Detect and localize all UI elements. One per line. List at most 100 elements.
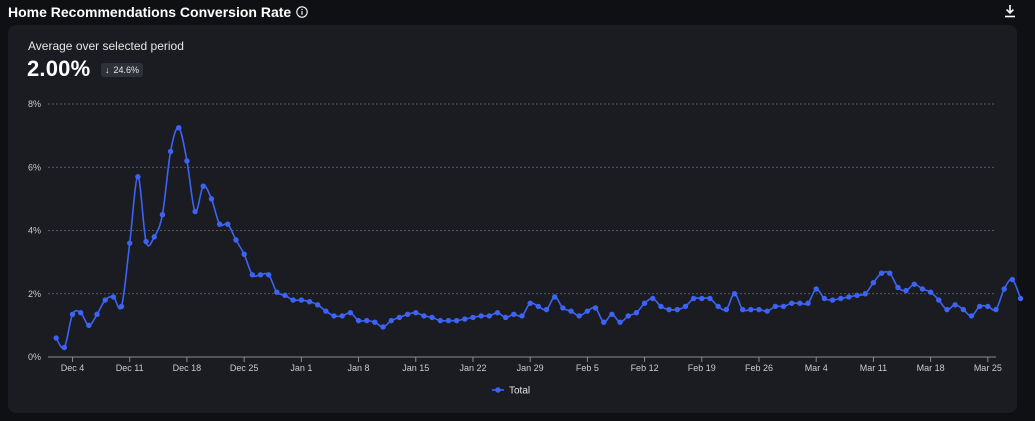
data-point[interactable]	[77, 310, 84, 316]
data-point[interactable]	[846, 294, 852, 300]
data-point[interactable]	[314, 302, 321, 308]
data-point[interactable]	[690, 295, 697, 302]
data-point[interactable]	[347, 310, 354, 316]
data-point[interactable]	[1009, 276, 1016, 283]
data-point[interactable]	[903, 287, 909, 294]
data-point[interactable]	[993, 306, 999, 313]
data-point[interactable]	[478, 313, 484, 319]
data-point[interactable]	[323, 308, 329, 314]
data-point[interactable]	[601, 319, 607, 325]
data-point[interactable]	[617, 319, 623, 325]
data-point[interactable]	[813, 286, 819, 292]
data-point[interactable]	[143, 238, 149, 245]
download-icon[interactable]	[1003, 4, 1017, 18]
data-point[interactable]	[625, 313, 631, 319]
data-point[interactable]	[666, 306, 672, 313]
data-point[interactable]	[135, 174, 141, 180]
data-point[interactable]	[968, 313, 975, 319]
data-point[interactable]	[985, 303, 991, 310]
data-point[interactable]	[167, 148, 174, 155]
data-point[interactable]	[257, 272, 264, 278]
data-point[interactable]	[731, 291, 738, 297]
data-point[interactable]	[404, 311, 411, 318]
data-point[interactable]	[102, 297, 108, 303]
data-point[interactable]	[829, 297, 836, 303]
data-point[interactable]	[298, 297, 305, 303]
data-point[interactable]	[838, 295, 844, 302]
data-point[interactable]	[895, 284, 901, 291]
data-point[interactable]	[911, 281, 917, 287]
data-point[interactable]	[339, 313, 345, 319]
data-point[interactable]	[445, 317, 452, 324]
data-point[interactable]	[772, 303, 779, 310]
data-point[interactable]	[225, 221, 231, 227]
data-point[interactable]	[364, 317, 370, 324]
data-point[interactable]	[53, 335, 59, 341]
data-point[interactable]	[429, 314, 435, 321]
data-point[interactable]	[543, 306, 550, 313]
data-point[interactable]	[715, 303, 721, 310]
data-point[interactable]	[527, 300, 533, 306]
info-icon[interactable]	[296, 6, 308, 18]
data-point[interactable]	[290, 297, 296, 303]
data-point[interactable]	[854, 292, 860, 299]
data-point[interactable]	[976, 303, 983, 310]
data-point[interactable]	[568, 308, 574, 314]
data-point[interactable]	[592, 305, 599, 311]
data-point[interactable]	[118, 303, 125, 310]
data-point[interactable]	[437, 317, 443, 324]
data-point[interactable]	[535, 303, 542, 310]
data-point[interactable]	[241, 251, 247, 257]
data-point[interactable]	[707, 295, 713, 302]
data-point[interactable]	[355, 317, 362, 324]
data-point[interactable]	[821, 295, 828, 302]
data-point[interactable]	[576, 313, 582, 319]
data-point[interactable]	[944, 306, 950, 313]
data-point[interactable]	[413, 310, 419, 316]
data-point[interactable]	[61, 344, 68, 351]
data-point[interactable]	[200, 183, 206, 189]
data-point[interactable]	[396, 314, 403, 321]
legend-label-total[interactable]: Total	[509, 386, 530, 397]
data-point[interactable]	[952, 302, 958, 308]
data-point[interactable]	[887, 270, 893, 276]
data-point[interactable]	[658, 303, 664, 310]
data-point[interactable]	[453, 317, 460, 324]
data-point[interactable]	[682, 303, 689, 310]
data-point[interactable]	[633, 310, 640, 316]
data-point[interactable]	[919, 286, 926, 292]
data-point[interactable]	[127, 240, 133, 246]
data-point[interactable]	[805, 300, 811, 306]
data-point[interactable]	[69, 311, 76, 318]
data-point[interactable]	[502, 314, 509, 321]
data-point[interactable]	[184, 158, 190, 164]
data-point[interactable]	[372, 319, 378, 325]
data-point[interactable]	[421, 313, 427, 319]
data-point[interactable]	[486, 313, 493, 319]
data-point[interactable]	[723, 306, 730, 313]
data-point[interactable]	[1001, 286, 1007, 292]
data-point[interactable]	[764, 308, 770, 314]
data-point[interactable]	[470, 314, 476, 321]
data-point[interactable]	[519, 313, 525, 319]
data-point[interactable]	[936, 297, 942, 303]
data-point[interactable]	[780, 303, 787, 310]
data-point[interactable]	[584, 308, 591, 314]
data-point[interactable]	[208, 196, 215, 202]
data-point[interactable]	[960, 306, 967, 313]
data-point[interactable]	[216, 221, 223, 227]
data-point[interactable]	[862, 291, 868, 297]
data-point[interactable]	[86, 322, 92, 329]
data-point[interactable]	[380, 324, 386, 330]
data-point[interactable]	[641, 300, 648, 306]
data-point[interactable]	[1017, 295, 1024, 302]
data-point[interactable]	[870, 279, 877, 286]
data-point[interactable]	[756, 306, 762, 313]
data-point[interactable]	[674, 306, 680, 313]
data-point[interactable]	[511, 311, 517, 318]
data-point[interactable]	[739, 306, 746, 313]
data-point[interactable]	[494, 310, 501, 316]
data-point[interactable]	[388, 317, 394, 324]
data-point[interactable]	[560, 305, 566, 311]
data-point[interactable]	[788, 300, 795, 306]
